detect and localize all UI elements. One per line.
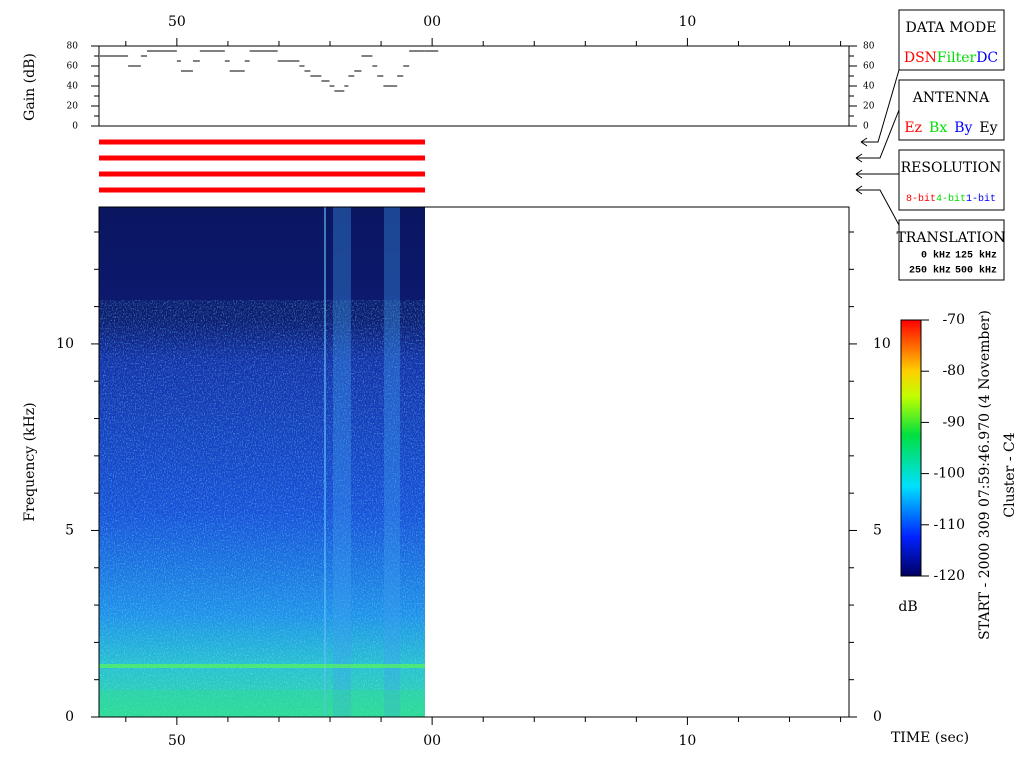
- frequency-axis-label: Frequency (kHz): [22, 402, 38, 521]
- y-tick-label-left: 20: [67, 102, 79, 112]
- legend-item: DC: [976, 50, 998, 66]
- y-tick-label-right: 0: [873, 709, 882, 725]
- spacecraft-annotation: Cluster - C4: [1002, 432, 1018, 517]
- legend-item: 125 kHz: [955, 250, 997, 262]
- legend-item: Ey: [979, 120, 997, 136]
- legend-item: Filter: [937, 50, 977, 66]
- legend-box: [898, 219, 1005, 281]
- y-tick-label-left: 80: [67, 42, 79, 52]
- legend-item: By: [954, 120, 972, 136]
- mode-arrows: [855, 69, 900, 226]
- y-tick-label-right: 20: [863, 102, 875, 112]
- mode-bars: [99, 139, 425, 193]
- gain-axis-label: Gain (dB): [22, 53, 38, 121]
- legend-item: Ez: [904, 120, 922, 136]
- legend-box: [898, 79, 1005, 141]
- time-axis-label: TIME (sec): [891, 730, 969, 746]
- y-tick-label-left: 0: [65, 709, 74, 725]
- legend-box-title: TRANSLATION: [896, 230, 1005, 246]
- spectrogram-frame: [98, 206, 850, 718]
- legend-item: 0 kHz: [921, 250, 951, 262]
- y-tick-label-left: 60: [67, 62, 79, 72]
- x-tick-label: 10: [678, 733, 696, 749]
- x-tick-label: 50: [168, 14, 186, 30]
- legend-item: 4-bit: [936, 193, 966, 205]
- legend-item: 500 kHz: [955, 265, 997, 277]
- legend-item-row: Ez Bx By Ey: [904, 120, 997, 136]
- spectrogram-image: [99, 207, 425, 717]
- colorbar-tick-label: -110: [934, 517, 965, 533]
- y-tick-label-right: 60: [863, 62, 875, 72]
- x-tick-label: 00: [423, 733, 441, 749]
- y-tick-label-right: 5: [873, 522, 882, 538]
- colorbar: [900, 319, 922, 577]
- x-tick-label: 00: [423, 14, 441, 30]
- colorbar-tick-label: -90: [942, 414, 965, 430]
- x-tick-label: 50: [168, 733, 186, 749]
- y-tick-label-left: 40: [67, 82, 79, 92]
- legend-box-title: DATA MODE: [906, 20, 997, 36]
- y-tick-label-right: 40: [863, 82, 875, 92]
- y-tick-label-left: 10: [56, 336, 74, 352]
- y-tick-label-right: 80: [863, 42, 875, 52]
- start-annotation: START - 2000 309 07:59:46.970 (4 Novembe…: [977, 310, 993, 640]
- colorbar-tick-label: -70: [942, 312, 965, 328]
- x-tick-label: 10: [678, 14, 696, 30]
- y-tick-label-left: 0: [72, 122, 78, 132]
- legend-item: Bx: [929, 120, 947, 136]
- colorbar-tick-label: -120: [934, 568, 965, 584]
- legend-item: 8-bit: [906, 193, 936, 205]
- gain-frame: [98, 45, 850, 127]
- legend-item-row: DSNFilterDC: [904, 50, 998, 66]
- colorbar-tick-label: -80: [942, 363, 965, 379]
- legend-box-title: ANTENNA: [912, 90, 990, 106]
- legend-item: 250 kHz: [909, 265, 951, 277]
- y-tick-label-right: 0: [863, 122, 869, 132]
- legend-item: 1-bit: [966, 193, 996, 205]
- y-tick-label-right: 10: [873, 336, 891, 352]
- legend-box: [898, 149, 1005, 211]
- y-tick-label-left: 5: [65, 522, 74, 538]
- colorbar-label: dB: [898, 599, 917, 615]
- legend-item-row: 8-bit4-bit1-bit: [906, 193, 996, 205]
- legend-item: DSN: [904, 50, 937, 66]
- colorbar-tick-label: -100: [934, 466, 965, 482]
- legend-box: [898, 9, 1005, 71]
- legend-box-title: RESOLUTION: [901, 160, 1002, 176]
